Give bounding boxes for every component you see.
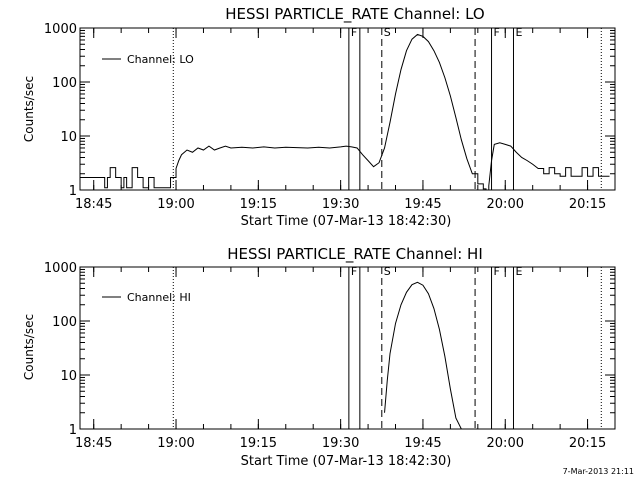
hi-x-tick-label: 19:30 bbox=[322, 436, 359, 451]
lo-channel-panel: HESSI PARTICLE_RATE Channel: LO Counts/s… bbox=[22, 5, 616, 229]
lo-x-tick-label: 18:45 bbox=[75, 197, 112, 212]
lo-plot-frame bbox=[79, 27, 616, 191]
lo-y-tick-label: 100 bbox=[52, 76, 77, 91]
lo-y-tick-label: 1000 bbox=[44, 22, 77, 37]
lo-x-tick-label: 20:00 bbox=[487, 197, 524, 212]
hi-y-axis-label: Counts/sec bbox=[22, 314, 36, 380]
lo-x-axis-label: Start Time (07-Mar-13 18:42:30) bbox=[241, 214, 452, 229]
lo-event-marker-label: E bbox=[515, 26, 522, 39]
hi-x-tick-label: 20:15 bbox=[569, 436, 606, 451]
lo-y-tick-label: 1 bbox=[69, 184, 77, 199]
hi-x-axis-label: Start Time (07-Mar-13 18:42:30) bbox=[241, 454, 452, 469]
hi-x-tick-label: 19:45 bbox=[404, 436, 441, 451]
hi-plot-marks: 1 10 100 1000 18:45 19:00 19:15 19:30 19:45 20:00… bbox=[44, 261, 616, 451]
hi-channel-panel: HESSI PARTICLE_RATE Channel: HI Counts/s… bbox=[22, 245, 616, 469]
lo-legend-label: Channel: LO bbox=[127, 53, 194, 66]
hi-y-tick-label: 1000 bbox=[44, 261, 77, 276]
hi-legend-label: Channel: HI bbox=[127, 291, 191, 304]
lo-plot-marks: 1 10 100 1000 18:45 19:00 19:15 19:30 19:45 20:00… bbox=[44, 22, 616, 212]
lo-x-tick-label: 19:00 bbox=[157, 197, 194, 212]
lo-chart-title: HESSI PARTICLE_RATE Channel: LO bbox=[225, 5, 484, 24]
lo-x-tick-label: 19:30 bbox=[322, 197, 359, 212]
hi-series-line bbox=[384, 281, 462, 430]
lo-x-tick-label: 20:15 bbox=[569, 197, 606, 212]
lo-series-line bbox=[80, 33, 610, 191]
lo-y-axis-label: Counts/sec bbox=[22, 76, 36, 142]
hi-y-tick-label: 10 bbox=[60, 369, 77, 384]
lo-event-marker-label: S bbox=[384, 26, 391, 39]
hi-x-tick-label: 20:00 bbox=[487, 436, 524, 451]
hi-x-tick-label: 19:00 bbox=[157, 436, 194, 451]
hi-x-tick-label: 18:45 bbox=[75, 436, 112, 451]
hi-chart-title: HESSI PARTICLE_RATE Channel: HI bbox=[227, 245, 483, 264]
hi-legend: Channel: HI bbox=[102, 291, 191, 304]
hi-event-marker-label: F bbox=[494, 265, 500, 278]
lo-legend: Channel: LO bbox=[102, 53, 194, 66]
hi-x-tick-label: 19:15 bbox=[240, 436, 277, 451]
lo-x-tick-label: 19:15 bbox=[240, 197, 277, 212]
lo-event-marker-label: F bbox=[351, 26, 357, 39]
lo-event-marker-label: F bbox=[494, 26, 500, 39]
lo-x-tick-label: 19:45 bbox=[404, 197, 441, 212]
hi-event-marker-label: S bbox=[384, 265, 391, 278]
hi-y-tick-label: 1 bbox=[69, 423, 77, 438]
hi-event-marker-label: F bbox=[351, 265, 357, 278]
footer-timestamp: 7-Mar-2013 21:11 bbox=[563, 467, 634, 476]
hi-plot-frame bbox=[79, 266, 616, 430]
lo-y-tick-label: 10 bbox=[60, 130, 77, 145]
hi-y-tick-label: 100 bbox=[52, 315, 77, 330]
hi-event-marker-label: E bbox=[515, 265, 522, 278]
